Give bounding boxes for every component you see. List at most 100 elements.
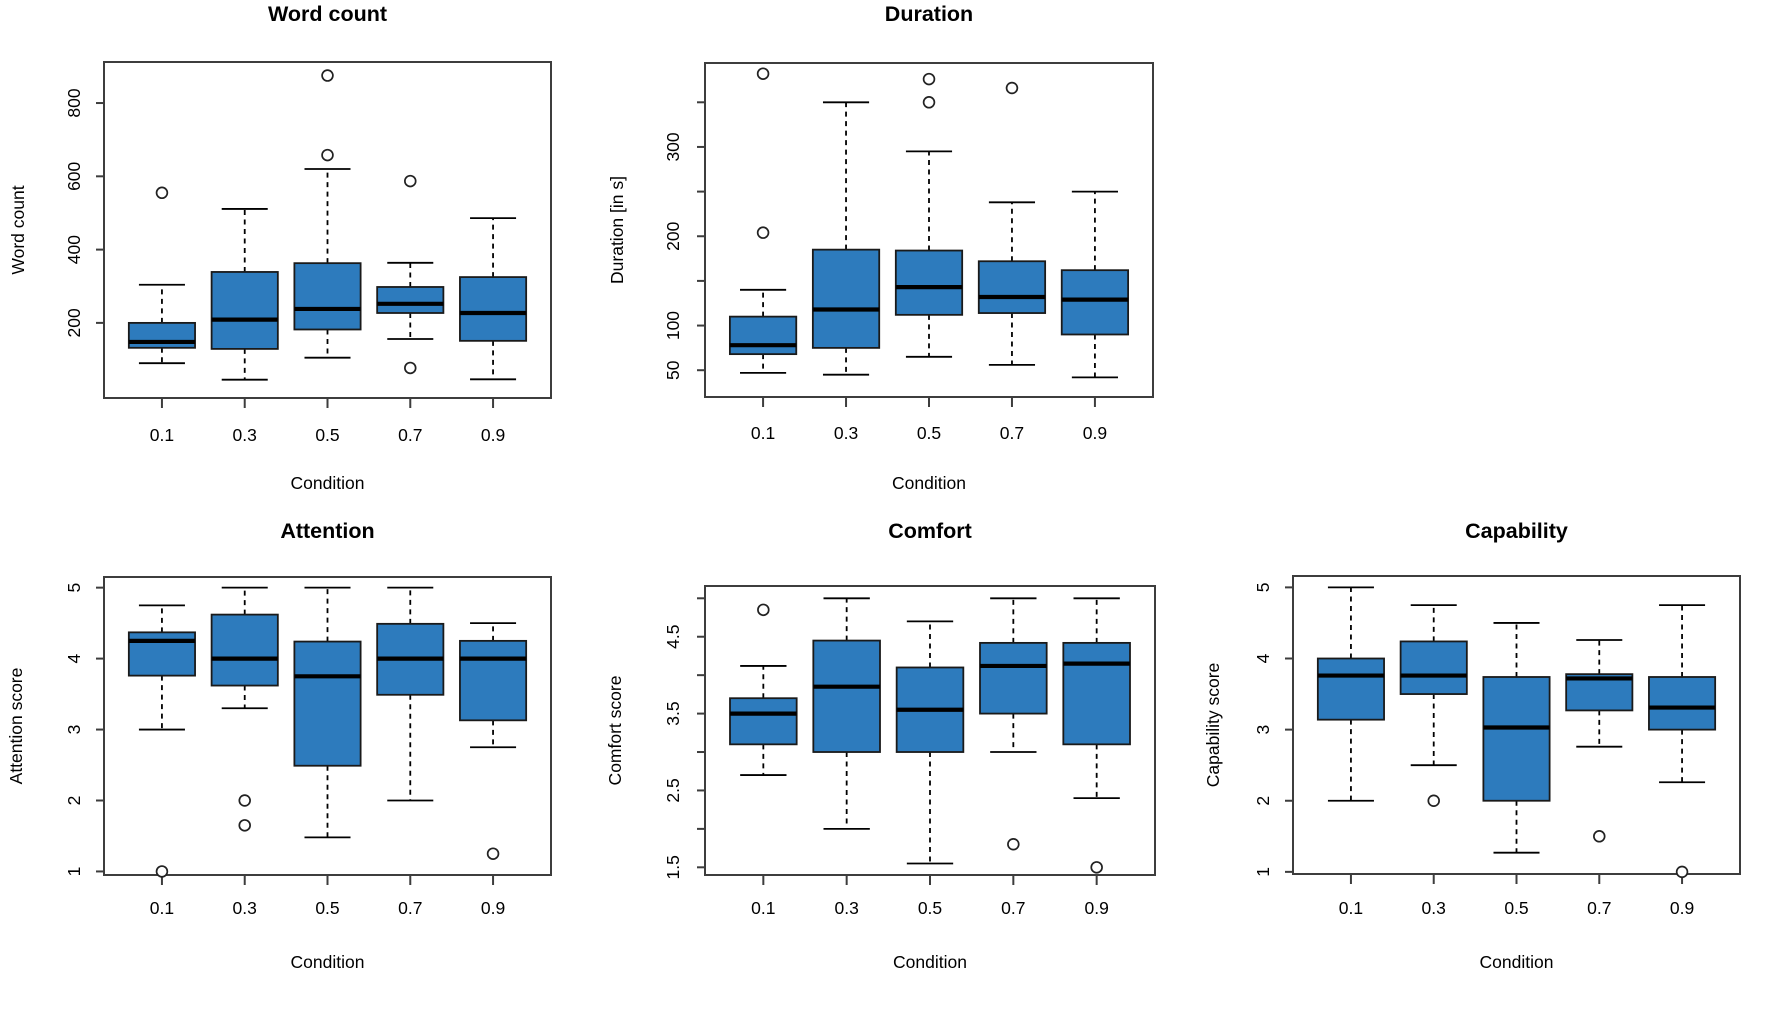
x-tick-label: 0.7 <box>1000 423 1024 443</box>
box-condition-0.3 <box>812 597 881 830</box>
x-axis-label: Condition <box>1480 952 1554 972</box>
chart-title: Attention <box>280 519 374 543</box>
iqr-box <box>1482 676 1551 802</box>
y-axis-ticks: 200 400 600 800 <box>64 88 104 337</box>
y-tick-label: 1.5 <box>663 855 683 879</box>
box-condition-0.9 <box>1060 190 1130 379</box>
iqr-box <box>1060 269 1130 336</box>
y-tick-label: 4 <box>1253 653 1273 663</box>
y-tick-label: 600 <box>64 161 84 190</box>
y-tick-label: 2.5 <box>663 778 683 802</box>
y-tick-label: 2 <box>1253 796 1273 806</box>
box-condition-0.1 <box>127 186 196 365</box>
box-condition-0.5 <box>895 620 965 865</box>
iqr-box <box>812 639 881 753</box>
iqr-box <box>979 641 1048 715</box>
outlier-point <box>756 67 770 80</box>
chart-word-count: Word count Word count Condition 200 400 600 80… <box>0 0 590 516</box>
x-axis-ticks: 0.1 0.3 0.5 0.7 0.9 <box>150 398 505 445</box>
box-condition-0.7 <box>1565 639 1634 843</box>
y-tick-label: 4.5 <box>663 625 683 649</box>
y-tick-label: 1 <box>64 867 84 877</box>
chart-title: Comfort <box>888 519 972 543</box>
outlier-point <box>238 819 251 832</box>
outlier-point <box>486 847 500 860</box>
x-axis-ticks: 0.1 0.3 0.5 0.7 0.9 <box>150 875 505 918</box>
x-tick-label: 0.5 <box>315 425 339 445</box>
x-tick-label: 0.1 <box>751 423 775 443</box>
box-condition-0.9 <box>1062 597 1131 874</box>
y-tick-label: 3.5 <box>663 701 683 725</box>
boxplot-comfort: Comfort Comfort score Condition 1.5 2.5 3.5 4.… <box>605 519 1156 972</box>
boxplot-capability: Capability Capability score Condition 1 2 3 4 5… <box>1203 519 1741 972</box>
x-tick-label: 0.7 <box>398 898 422 918</box>
box-condition-0.1 <box>127 604 196 878</box>
x-tick-label: 0.9 <box>1083 423 1107 443</box>
outlier-point <box>404 361 417 375</box>
y-axis-label: Attention score <box>6 668 26 785</box>
outlier-point <box>757 603 770 617</box>
x-axis-label: Condition <box>892 473 966 493</box>
x-tick-label: 0.9 <box>1085 898 1109 918</box>
iqr-box <box>1316 657 1385 721</box>
outlier-point <box>922 72 936 86</box>
iqr-box <box>811 248 881 349</box>
box-condition-0.9 <box>459 622 528 860</box>
iqr-box <box>977 260 1047 314</box>
y-tick-label: 1 <box>1253 867 1273 877</box>
chart-title: Duration <box>885 2 973 26</box>
x-tick-label: 0.3 <box>1422 898 1446 918</box>
iqr-box <box>1648 676 1717 731</box>
plot-border <box>103 61 552 399</box>
box-condition-0.3 <box>210 586 279 832</box>
iqr-box <box>1399 640 1468 695</box>
iqr-box <box>376 286 445 314</box>
x-tick-label: 0.7 <box>1001 898 1025 918</box>
outlier-point <box>404 174 417 188</box>
outlier-point <box>756 226 770 239</box>
box-condition-0.3 <box>811 101 881 376</box>
x-axis-ticks: 0.1 0.3 0.5 0.7 0.9 <box>1339 874 1694 918</box>
outlier-point <box>922 96 936 109</box>
x-tick-label: 0.5 <box>315 898 339 918</box>
y-axis-ticks: 1.5 2.5 3.5 4.5 <box>663 597 705 879</box>
box-condition-0.1 <box>1316 586 1385 802</box>
y-axis-label: Word count <box>8 185 28 274</box>
iqr-box <box>728 315 798 356</box>
y-axis-label: Duration [in s] <box>607 176 627 284</box>
iqr-box <box>459 639 528 722</box>
chart-title: Capability <box>1465 519 1568 543</box>
chart-title: Word count <box>268 2 387 26</box>
box-condition-0.7 <box>376 586 445 802</box>
y-tick-label: 5 <box>1253 583 1273 593</box>
plot-border <box>103 576 552 876</box>
x-axis-label: Condition <box>291 952 365 972</box>
iqr-box <box>127 321 196 349</box>
x-tick-label: 0.9 <box>481 425 505 445</box>
y-axis-ticks: 1 2 3 4 5 <box>1253 583 1293 877</box>
x-tick-label: 0.5 <box>917 423 941 443</box>
x-axis-ticks: 0.1 0.3 0.5 0.7 0.9 <box>751 875 1109 918</box>
y-tick-label: 4 <box>64 653 84 663</box>
iqr-box <box>729 697 798 746</box>
x-axis-ticks: 0.1 0.3 0.5 0.7 0.9 <box>751 397 1107 443</box>
box-condition-0.5 <box>894 72 964 358</box>
x-tick-label: 0.1 <box>150 898 174 918</box>
y-axis-ticks: 50 100 200 300 <box>663 101 705 380</box>
outlier-point <box>321 69 334 82</box>
y-axis-ticks: 1 2 3 4 5 <box>64 583 104 877</box>
iqr-box <box>210 613 279 687</box>
y-tick-label: 2 <box>64 796 84 806</box>
x-tick-label: 0.1 <box>1339 898 1363 918</box>
iqr-box <box>459 276 528 342</box>
x-tick-label: 0.3 <box>834 423 858 443</box>
outlier-point <box>1593 830 1606 843</box>
outlier-point <box>1427 794 1440 807</box>
box-condition-0.3 <box>1399 604 1468 807</box>
outlier-point <box>1090 861 1103 874</box>
iqr-box <box>210 271 279 350</box>
x-tick-label: 0.9 <box>1670 898 1694 918</box>
plot-border <box>1292 575 1741 875</box>
boxplot-word-count: Word count Word count Condition 200 400 600 80… <box>8 2 552 493</box>
